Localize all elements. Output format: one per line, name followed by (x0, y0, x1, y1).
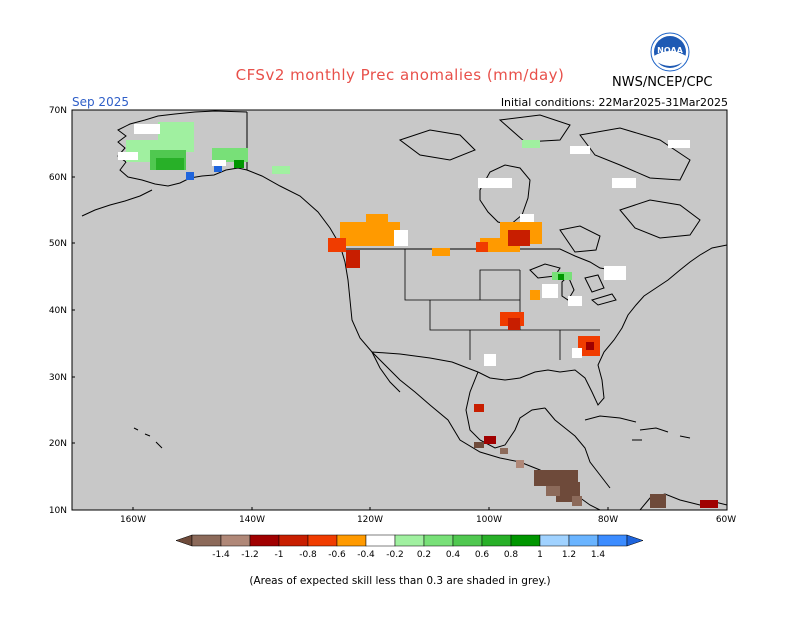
legend-label: 1.2 (562, 550, 576, 560)
legend-swatch (568, 534, 599, 547)
lat-tick-label: 40N (49, 306, 67, 316)
alaska-coast (117, 110, 248, 187)
lon-tick-label: 120W (357, 515, 383, 525)
lat-tick-label: 10N (49, 506, 67, 516)
lat-tick-label: 60N (49, 173, 67, 183)
legend-labels: -1.4 -1.2 -1 -0.8 -0.6 -0.4 -0.2 0.2 0.4 0.6 0.8 1 1… (212, 550, 605, 560)
aleutian-islands (81, 189, 153, 217)
baja-peninsula (371, 351, 401, 393)
anomaly-patches (118, 122, 718, 508)
noaa-logo: NOAA (650, 32, 690, 72)
logo-text: NOAA (657, 46, 683, 55)
initial-conditions: Initial conditions: 22Mar2025-31Mar2025 (500, 96, 728, 109)
lat-tick-label: 30N (49, 373, 67, 383)
legend-label: 0.2 (417, 550, 431, 560)
central-america-coast (544, 407, 611, 489)
legend-arrow-left (175, 534, 193, 547)
tick-marks (72, 176, 609, 510)
cuba (584, 415, 637, 423)
lat-tick-label: 20N (49, 439, 67, 449)
legend-label: 0.8 (504, 550, 519, 560)
lon-tick-label: 160W (120, 515, 146, 525)
legend-swatch (423, 534, 454, 547)
legend-label: -0.2 (386, 550, 404, 560)
legend-swatch (452, 534, 483, 547)
legend-swatch (539, 534, 570, 547)
arctic-island-2 (498, 114, 571, 143)
hawaii-islands (133, 427, 163, 449)
arctic-island-1 (398, 129, 476, 161)
lake-huron (584, 274, 605, 293)
skill-footnote: (Areas of expected skill less than 0.3 a… (249, 575, 551, 587)
lon-axis: 160W 140W 120W 100W 80W 60W (120, 515, 736, 525)
lat-tick-label: 50N (49, 239, 67, 249)
mexico-gulf-coast (465, 371, 546, 449)
legend-swatch (365, 534, 396, 547)
legend-colorbar (175, 534, 644, 547)
legend-swatch (307, 534, 338, 547)
hispaniola (639, 427, 669, 433)
hudson-bay (479, 164, 531, 226)
legend-swatch (597, 534, 628, 547)
legend-label: -0.8 (299, 550, 317, 560)
month-label: Sep 2025 (72, 95, 129, 109)
labrador-coast (619, 199, 701, 239)
lon-tick-label: 140W (239, 515, 265, 525)
legend-swatch (249, 534, 280, 547)
lake-erie (590, 293, 617, 306)
map-background (71, 109, 728, 511)
lon-tick-label: 100W (476, 515, 502, 525)
james-bay-region (559, 225, 601, 253)
legend-label: -0.4 (357, 550, 375, 560)
lat-axis: 70N 60N 50N 40N 30N 20N 10N (49, 106, 67, 516)
legend-swatch (278, 534, 309, 547)
us-mexico-border (371, 351, 479, 373)
legend-swatch (220, 534, 251, 547)
legend-label: -1.4 (212, 550, 230, 560)
legend-label: -1 (275, 550, 284, 560)
legend-arrow-right (626, 534, 644, 547)
lat-tick-label: 70N (49, 106, 67, 116)
legend-label: -1.2 (241, 550, 259, 560)
map-title: CFSv2 monthly Prec anomalies (mm/day) (235, 66, 565, 84)
legend-label: 0.6 (475, 550, 490, 560)
puerto-rico (679, 435, 691, 439)
lon-tick-label: 60W (716, 515, 736, 525)
atlantic-gulf-coast (477, 244, 728, 406)
baffin-island (579, 127, 691, 181)
agency-label: NWS/NCEP/CPC (612, 75, 713, 90)
legend-swatch (481, 534, 512, 547)
legend-label: 1 (537, 550, 543, 560)
legend-swatch (191, 534, 222, 547)
legend-swatch (394, 534, 425, 547)
legend-swatch (336, 534, 367, 547)
legend-swatch (510, 534, 541, 547)
legend-label: 0.4 (446, 550, 461, 560)
lon-tick-label: 80W (598, 515, 618, 525)
legend-label: -0.6 (328, 550, 346, 560)
pacific-coast (246, 169, 601, 511)
legend-label: 1.4 (591, 550, 606, 560)
